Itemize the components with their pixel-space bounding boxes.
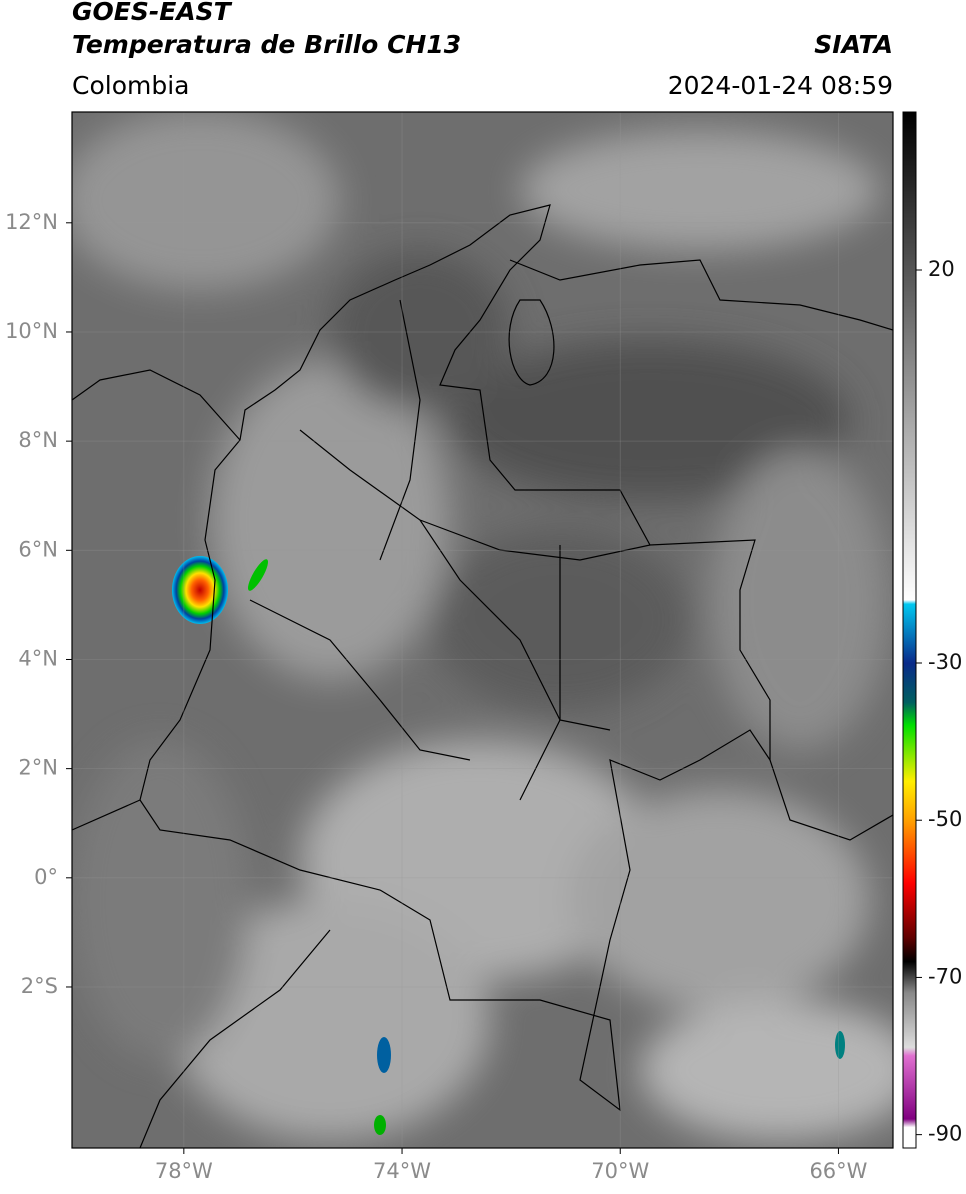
lat-tick-label: 6°N — [18, 537, 58, 561]
lat-tick-label: 8°N — [18, 428, 58, 452]
lat-tick-label: 4°N — [18, 646, 58, 670]
colorbar-tick-label: 20 — [928, 257, 955, 281]
lon-tick-label: 78°W — [155, 1159, 213, 1183]
lat-tick-label: 12°N — [5, 210, 58, 234]
product: Temperatura de Brillo CH13 — [72, 30, 461, 59]
lon-tick-label: 70°W — [591, 1159, 649, 1183]
lat-tick-label: 2°S — [21, 974, 58, 998]
lat-tick-label: 2°N — [18, 756, 58, 780]
colorbar-tick-label: -90 — [928, 1122, 962, 1146]
datetime: 2024-01-24 08:59 — [668, 71, 893, 100]
agency: SIATA — [814, 30, 893, 59]
lon-tick-label: 74°W — [373, 1159, 431, 1183]
colorbar-tick-label: -50 — [928, 807, 962, 831]
lon-tick-label: 66°W — [809, 1159, 867, 1183]
colorbar — [902, 111, 917, 1149]
graticule — [72, 112, 893, 1148]
lat-tick-label: 0° — [34, 865, 58, 889]
satellite-image — [72, 112, 893, 1148]
colorbar-tick-label: -70 — [928, 964, 962, 988]
region: Colombia — [72, 71, 189, 100]
map-frame — [71, 111, 894, 1149]
lat-tick-label: 10°N — [5, 319, 58, 343]
colorbar-tick-label: -30 — [928, 650, 962, 674]
satellite: GOES-EAST — [72, 0, 233, 26]
